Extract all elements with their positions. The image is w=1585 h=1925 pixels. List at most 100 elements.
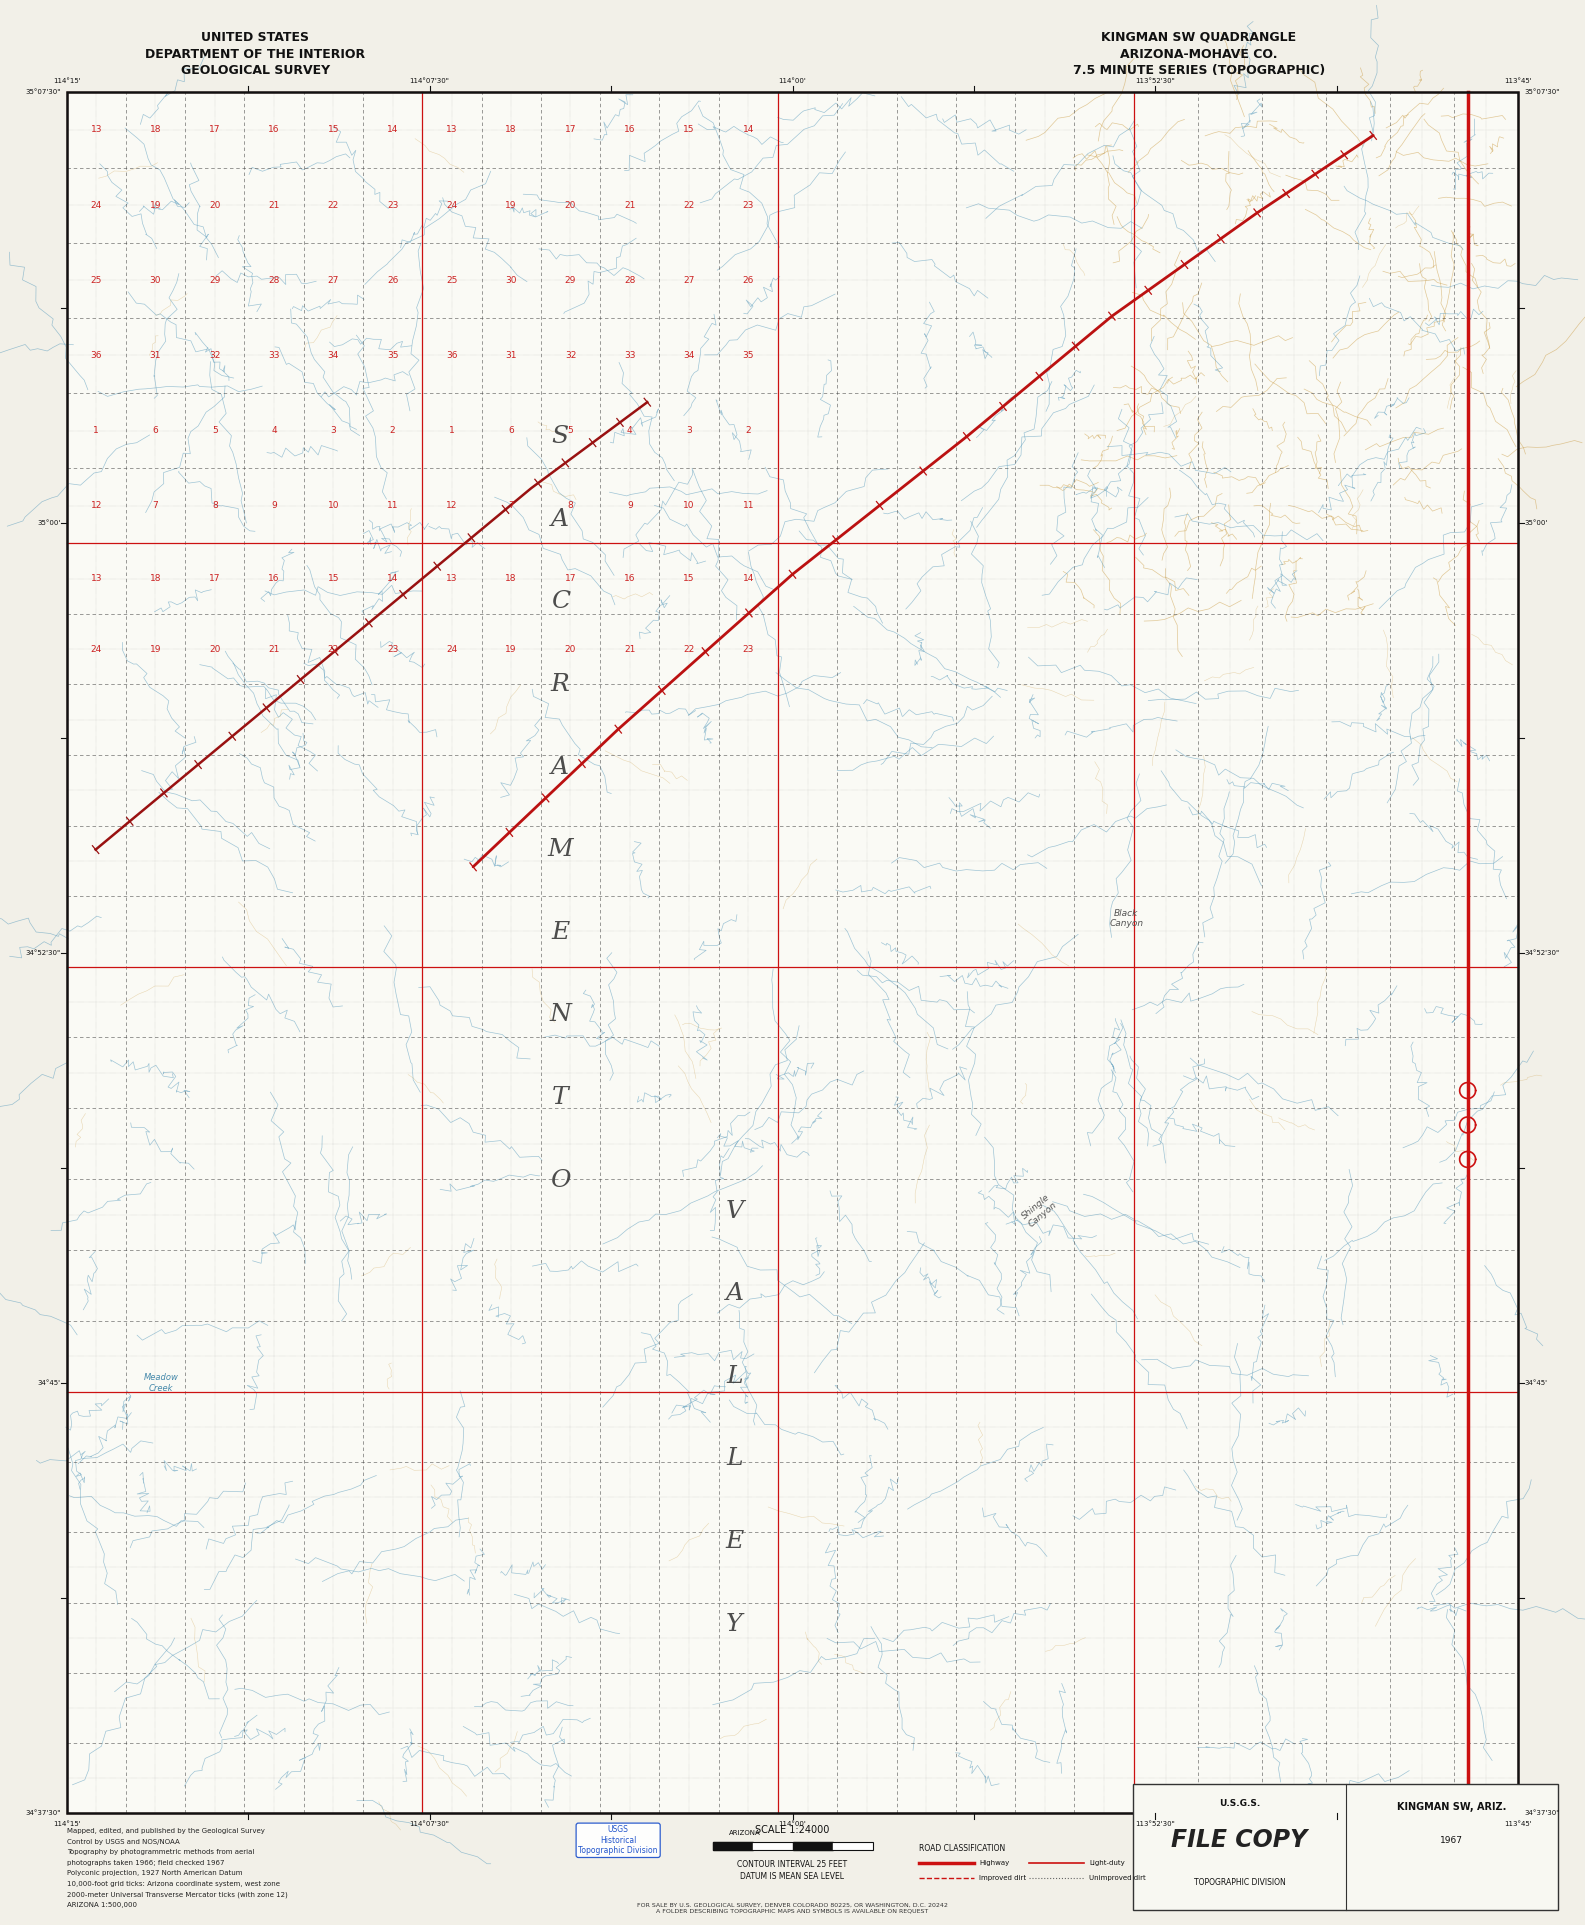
Text: 4: 4 xyxy=(271,425,277,435)
Text: 114°15': 114°15' xyxy=(52,1821,81,1827)
Text: UNITED STATES: UNITED STATES xyxy=(201,31,309,44)
Text: 14: 14 xyxy=(387,574,398,583)
Text: 10: 10 xyxy=(683,500,694,510)
Text: 10: 10 xyxy=(328,500,339,510)
Text: C: C xyxy=(550,591,569,614)
Text: 35°07'30": 35°07'30" xyxy=(25,89,60,96)
Text: 19: 19 xyxy=(506,200,517,210)
Text: Meadow
Creek: Meadow Creek xyxy=(144,1373,179,1394)
Text: 17: 17 xyxy=(209,125,220,135)
Text: 24: 24 xyxy=(447,200,458,210)
Text: 35°07'30": 35°07'30" xyxy=(1525,89,1560,96)
Text: 35: 35 xyxy=(743,350,754,360)
Text: CONTOUR INTERVAL 25 FEET: CONTOUR INTERVAL 25 FEET xyxy=(737,1860,848,1869)
Text: 20: 20 xyxy=(564,200,577,210)
Text: 11: 11 xyxy=(387,500,398,510)
Text: T: T xyxy=(552,1086,569,1109)
Text: 36: 36 xyxy=(90,350,101,360)
Text: 2: 2 xyxy=(745,425,751,435)
Text: 18: 18 xyxy=(506,125,517,135)
Text: 114°07'30": 114°07'30" xyxy=(409,79,450,85)
Text: Improved dirt: Improved dirt xyxy=(980,1875,1027,1881)
Text: GEOLOGICAL SURVEY: GEOLOGICAL SURVEY xyxy=(181,64,330,77)
Text: 10,000-foot grid ticks: Arizona coordinate system, west zone: 10,000-foot grid ticks: Arizona coordina… xyxy=(67,1881,279,1886)
Text: KINGMAN SW, ARIZ.: KINGMAN SW, ARIZ. xyxy=(1396,1802,1507,1811)
Text: 114°07'30": 114°07'30" xyxy=(409,1821,450,1827)
Text: 36: 36 xyxy=(445,350,458,360)
Text: photographs taken 1966; field checked 1967: photographs taken 1966; field checked 19… xyxy=(67,1860,223,1865)
Text: 34°52'30": 34°52'30" xyxy=(1525,949,1560,957)
Text: 14: 14 xyxy=(387,125,398,135)
Text: M: M xyxy=(547,837,574,860)
Text: 24: 24 xyxy=(90,200,101,210)
Text: 30: 30 xyxy=(149,275,162,285)
Text: E: E xyxy=(552,920,569,943)
Text: 15: 15 xyxy=(328,574,339,583)
Text: 33: 33 xyxy=(268,350,281,360)
Text: 8: 8 xyxy=(212,500,217,510)
Text: 14: 14 xyxy=(743,574,754,583)
Text: 34: 34 xyxy=(328,350,339,360)
Text: A: A xyxy=(552,508,569,531)
Text: 18: 18 xyxy=(506,574,517,583)
Text: 113°45': 113°45' xyxy=(1504,79,1533,85)
Text: 29: 29 xyxy=(564,275,577,285)
Text: 23: 23 xyxy=(387,200,398,210)
Text: A: A xyxy=(552,755,569,778)
Text: 21: 21 xyxy=(624,200,636,210)
Text: 28: 28 xyxy=(268,275,279,285)
Text: 17: 17 xyxy=(564,125,577,135)
Text: 114°15': 114°15' xyxy=(52,79,81,85)
Text: 21: 21 xyxy=(268,200,279,210)
Text: 8: 8 xyxy=(567,500,574,510)
Bar xyxy=(713,1842,753,1850)
Text: Unimproved dirt: Unimproved dirt xyxy=(1089,1875,1146,1881)
Text: 32: 32 xyxy=(564,350,577,360)
Text: 16: 16 xyxy=(268,574,281,583)
Text: 22: 22 xyxy=(328,200,339,210)
Text: 22: 22 xyxy=(683,645,694,654)
Text: 35: 35 xyxy=(387,350,398,360)
Text: 34°37'30": 34°37'30" xyxy=(1525,1810,1560,1817)
Text: 31: 31 xyxy=(506,350,517,360)
Text: Y: Y xyxy=(726,1613,743,1636)
Text: 35°00': 35°00' xyxy=(38,520,60,526)
Text: 9: 9 xyxy=(628,500,632,510)
Text: 7: 7 xyxy=(509,500,514,510)
Text: 23: 23 xyxy=(387,645,398,654)
Text: 18: 18 xyxy=(149,125,162,135)
Text: 20: 20 xyxy=(209,200,220,210)
Text: 16: 16 xyxy=(624,125,636,135)
Text: 34: 34 xyxy=(683,350,694,360)
Text: V: V xyxy=(726,1199,743,1222)
Text: Polyconic projection, 1927 North American Datum: Polyconic projection, 1927 North America… xyxy=(67,1871,243,1877)
Text: 3: 3 xyxy=(331,425,336,435)
Text: 27: 27 xyxy=(328,275,339,285)
Bar xyxy=(67,92,1518,1813)
Text: 16: 16 xyxy=(268,125,281,135)
Text: L: L xyxy=(726,1365,743,1388)
Text: R: R xyxy=(550,674,569,697)
Text: TOPOGRAPHIC DIVISION: TOPOGRAPHIC DIVISION xyxy=(1194,1879,1285,1886)
Text: 21: 21 xyxy=(268,645,279,654)
Text: 23: 23 xyxy=(743,645,754,654)
Text: 20: 20 xyxy=(564,645,577,654)
Text: KINGMAN SW QUADRANGLE: KINGMAN SW QUADRANGLE xyxy=(1102,31,1297,44)
Text: 6: 6 xyxy=(152,425,158,435)
Text: DATUM IS MEAN SEA LEVEL: DATUM IS MEAN SEA LEVEL xyxy=(740,1873,845,1881)
Text: 15: 15 xyxy=(683,574,694,583)
Text: 15: 15 xyxy=(328,125,339,135)
Text: 7: 7 xyxy=(152,500,158,510)
Text: L: L xyxy=(726,1448,743,1471)
Text: 113°52'30": 113°52'30" xyxy=(1135,1821,1176,1827)
Text: 114°00': 114°00' xyxy=(778,79,807,85)
Text: 13: 13 xyxy=(445,574,458,583)
Text: 26: 26 xyxy=(743,275,754,285)
Text: 2000-meter Universal Transverse Mercator ticks (with zone 12): 2000-meter Universal Transverse Mercator… xyxy=(67,1892,287,1898)
Text: 25: 25 xyxy=(90,275,101,285)
Text: 32: 32 xyxy=(209,350,220,360)
Text: 1: 1 xyxy=(94,425,100,435)
Bar xyxy=(753,1842,792,1850)
Text: 27: 27 xyxy=(683,275,694,285)
Text: 113°45': 113°45' xyxy=(1504,1821,1533,1827)
